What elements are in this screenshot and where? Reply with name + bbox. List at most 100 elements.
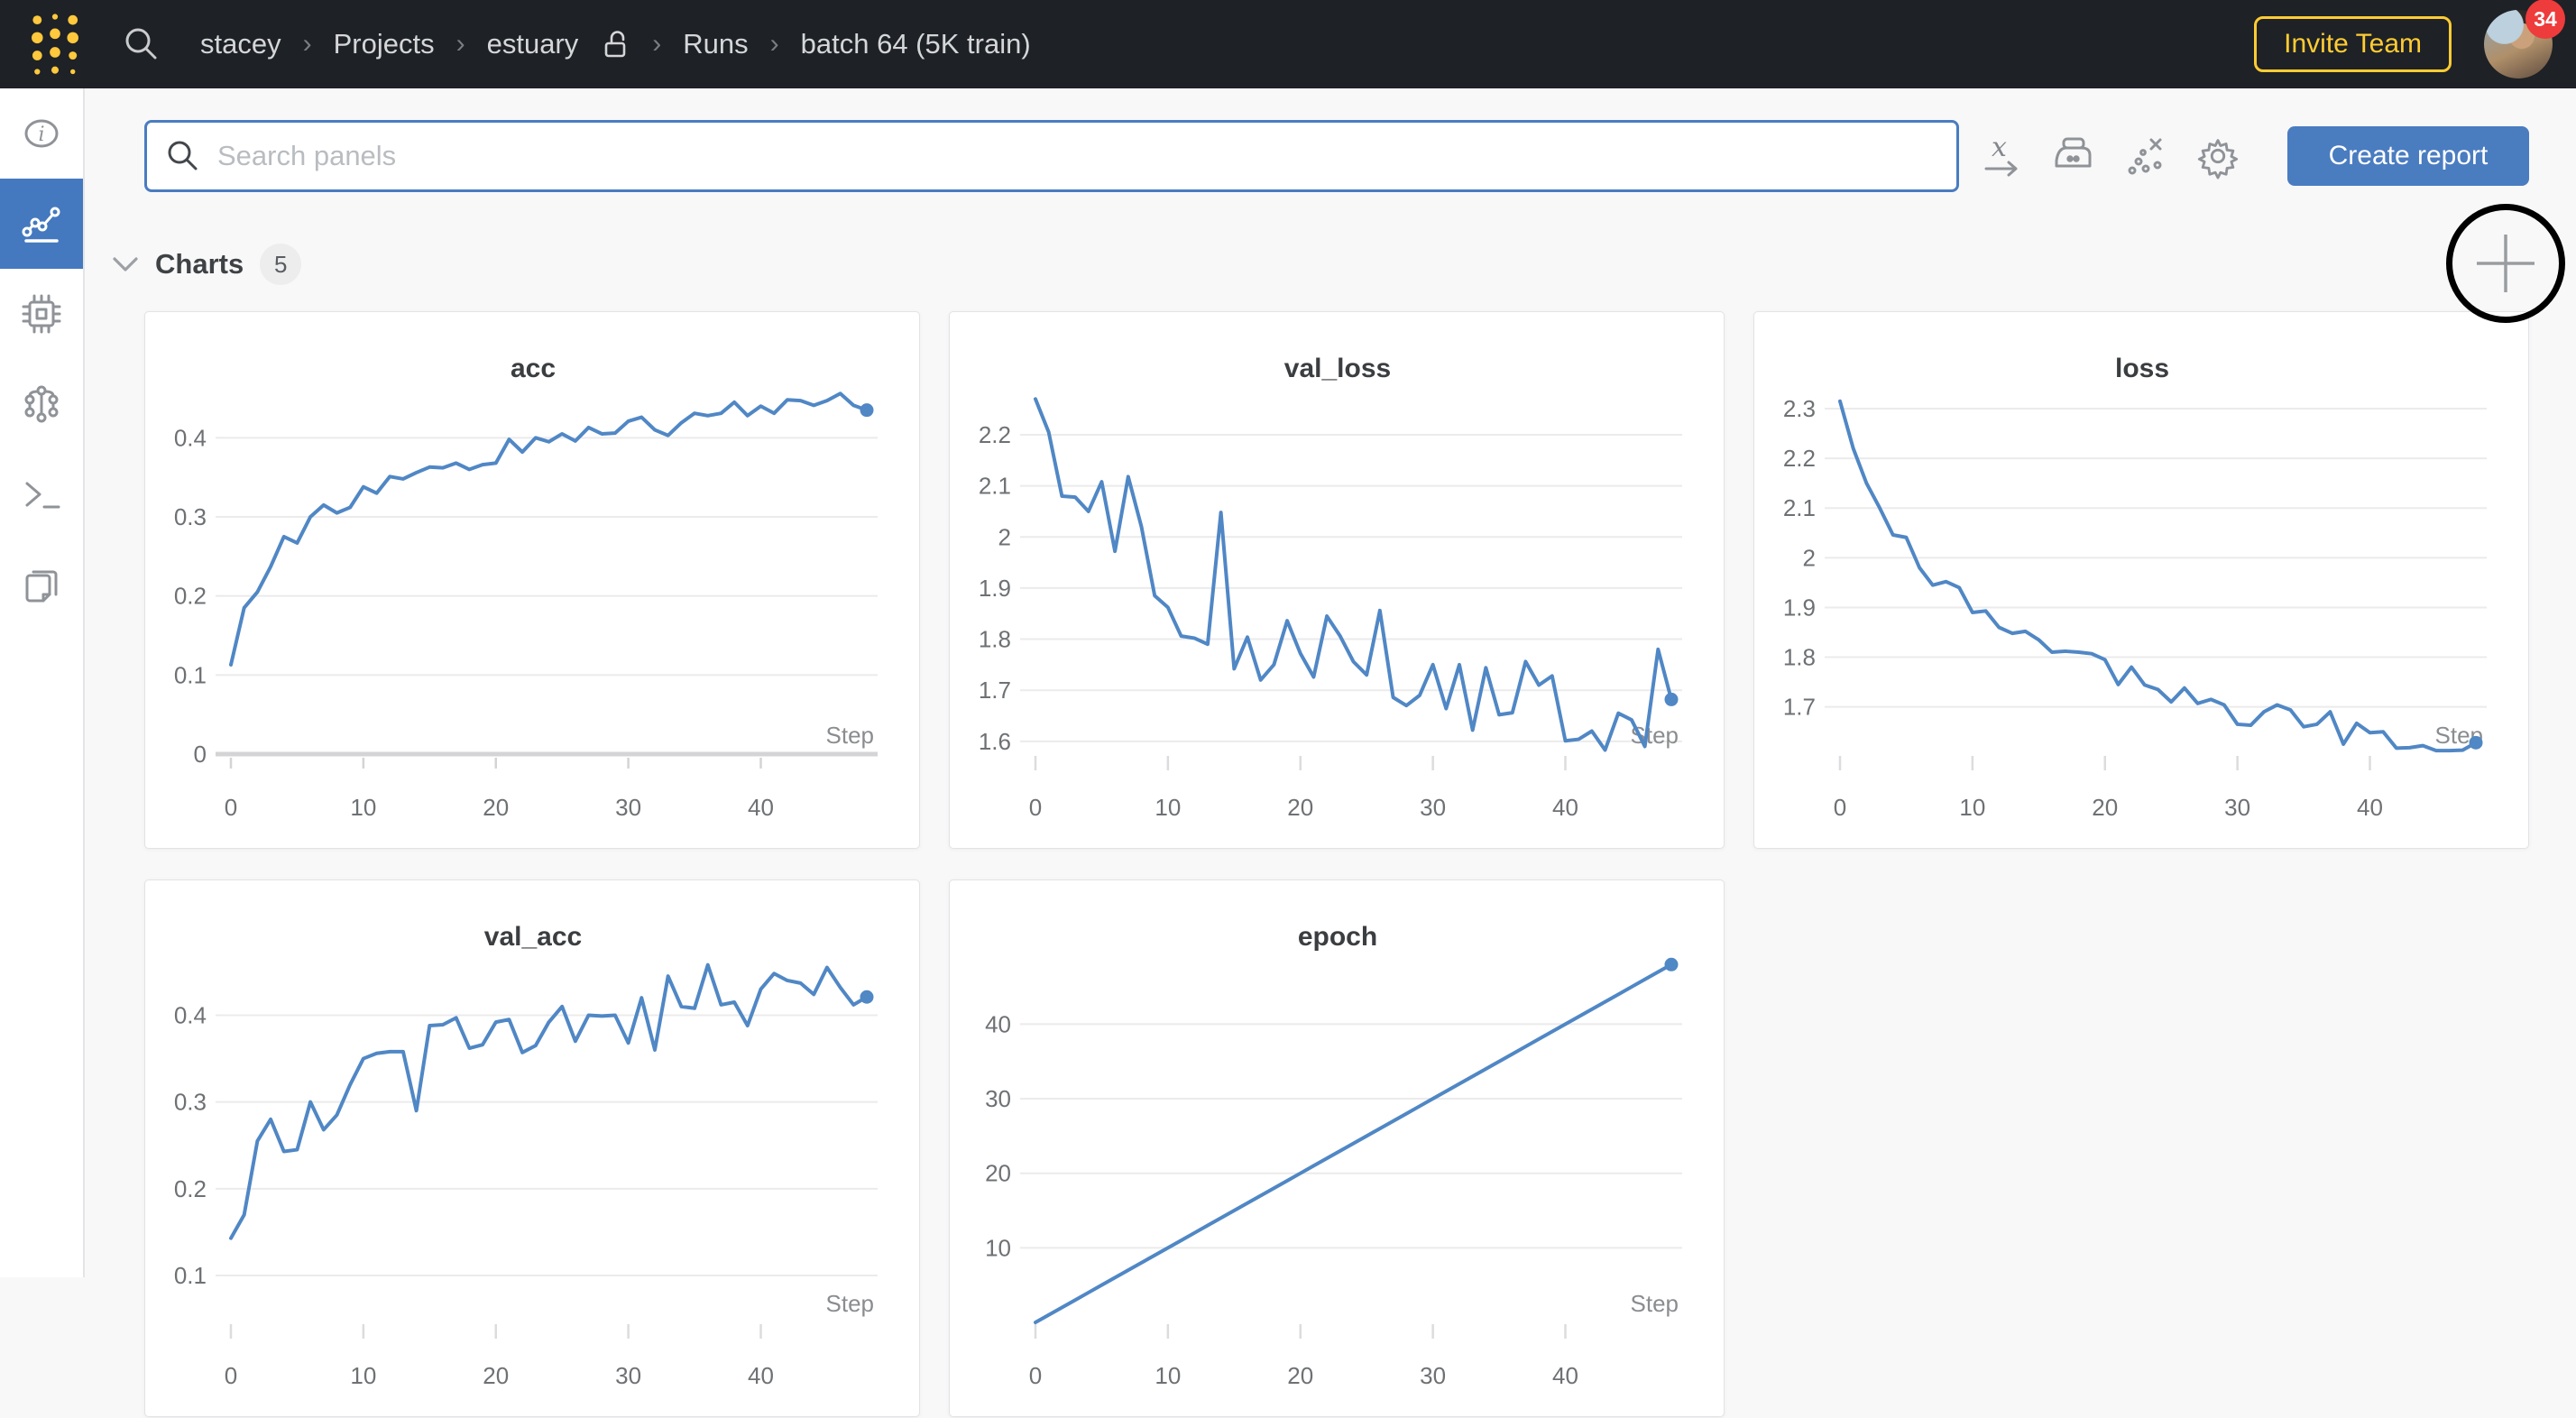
breadcrumb-separator: › <box>455 29 465 59</box>
global-search-icon[interactable] <box>121 23 162 65</box>
add-panel-button[interactable] <box>2471 229 2540 298</box>
svg-text:30: 30 <box>985 1085 1011 1112</box>
svg-text:20: 20 <box>483 794 509 821</box>
svg-text:1.9: 1.9 <box>1783 594 1816 621</box>
search-panels-input[interactable] <box>144 120 1959 192</box>
chart-title: val_acc <box>484 922 582 952</box>
x-axis-icon[interactable]: x <box>1979 131 2024 181</box>
breadcrumb-runs[interactable]: Runs <box>683 28 749 60</box>
sidebar-item-files[interactable] <box>0 539 83 630</box>
outliers-icon[interactable] <box>2123 131 2168 181</box>
svg-text:0: 0 <box>225 1362 237 1389</box>
settings-gear-icon[interactable] <box>2195 131 2240 181</box>
smoothing-icon[interactable] <box>2051 131 2096 181</box>
invite-team-button[interactable]: Invite Team <box>2254 16 2452 72</box>
svg-text:2.1: 2.1 <box>1783 494 1816 521</box>
breadcrumb-separator: › <box>652 29 662 59</box>
svg-text:0.2: 0.2 <box>174 583 207 610</box>
workspace-main: x <box>85 88 2576 1417</box>
last-point-dot <box>860 990 874 1004</box>
svg-text:10: 10 <box>985 1234 1011 1261</box>
sidebar-item-logs[interactable] <box>0 449 83 539</box>
svg-text:30: 30 <box>1420 794 1446 821</box>
svg-text:2.2: 2.2 <box>1783 445 1816 472</box>
last-point-dot <box>860 403 874 418</box>
sidebar-item-info[interactable]: i <box>0 88 83 179</box>
x-axis-label: Step <box>826 1290 875 1317</box>
svg-text:10: 10 <box>1155 794 1181 821</box>
chart-panel-loss[interactable]: loss 1.7 1.8 1.9 2 2.1 2.2 2.3 0 10 20 30 40 Step <box>1753 311 2529 849</box>
chart-title: loss <box>2115 354 2169 383</box>
svg-text:10: 10 <box>350 1362 376 1389</box>
section-title[interactable]: Charts <box>155 248 244 280</box>
user-menu[interactable]: 34 <box>2484 0 2565 78</box>
svg-text:10: 10 <box>1959 794 1985 821</box>
data-line <box>229 962 869 1240</box>
line-chart-icon <box>22 207 60 243</box>
sidebar-item-model[interactable] <box>0 359 83 449</box>
svg-text:0.3: 0.3 <box>174 1089 207 1116</box>
charts-section-header: Charts 5 <box>112 244 302 285</box>
svg-text:0: 0 <box>225 794 237 821</box>
svg-text:0.4: 0.4 <box>174 424 207 451</box>
svg-text:10: 10 <box>1155 1362 1181 1389</box>
svg-text:30: 30 <box>1420 1362 1446 1389</box>
svg-text:40: 40 <box>1552 1362 1578 1389</box>
charts-panel-grid: acc 0.1 0.2 0.3 0.4 0 0 10 20 30 40 Step val_loss 1.6… <box>144 311 2529 1417</box>
sidebar-item-charts[interactable] <box>0 179 83 269</box>
svg-text:i: i <box>38 124 44 146</box>
svg-text:20: 20 <box>1287 794 1313 821</box>
svg-text:0.4: 0.4 <box>174 1001 207 1028</box>
chart-panel-val_loss[interactable]: val_loss 1.6 1.7 1.8 1.9 2 2.1 2.2 0 10 20 30 40 Step <box>949 311 1725 849</box>
data-line <box>1034 397 1673 752</box>
svg-text:40: 40 <box>985 1010 1011 1037</box>
svg-text:30: 30 <box>615 794 641 821</box>
svg-text:40: 40 <box>748 1362 774 1389</box>
wandb-logo[interactable] <box>23 5 87 83</box>
breadcrumb-user[interactable]: stacey <box>200 28 281 60</box>
svg-text:1.9: 1.9 <box>979 575 1011 602</box>
sidebar-item-system[interactable] <box>0 269 83 359</box>
chart-acc: acc 0.1 0.2 0.3 0.4 00 10 20 30 40 Step <box>174 354 878 821</box>
svg-text:30: 30 <box>2224 794 2250 821</box>
svg-text:0.2: 0.2 <box>174 1175 207 1202</box>
breadcrumb-separator: › <box>769 29 779 59</box>
svg-text:0: 0 <box>1029 1362 1042 1389</box>
svg-text:1.7: 1.7 <box>979 677 1011 704</box>
svg-text:2.1: 2.1 <box>979 473 1011 500</box>
panel-toolbar: x <box>1979 120 2240 192</box>
chart-panel-epoch[interactable]: epoch 10 20 30 40 0 10 20 30 40 Step <box>949 879 1725 1417</box>
svg-text:40: 40 <box>2357 794 2383 821</box>
svg-text:2: 2 <box>998 523 1011 550</box>
svg-text:1.8: 1.8 <box>979 626 1011 653</box>
svg-text:30: 30 <box>615 1362 641 1389</box>
chart-val_acc: val_acc 0.1 0.2 0.3 0.4 0 10 20 30 40 Step <box>174 922 878 1389</box>
svg-text:0.1: 0.1 <box>174 1262 207 1289</box>
svg-text:0.1: 0.1 <box>174 661 207 688</box>
svg-text:2.3: 2.3 <box>1783 395 1816 422</box>
svg-text:x: x <box>1992 132 2007 163</box>
chart-panel-val_acc[interactable]: val_acc 0.1 0.2 0.3 0.4 0 10 20 30 40 Step <box>144 879 920 1417</box>
svg-text:2.2: 2.2 <box>979 421 1011 448</box>
breadcrumb-projects[interactable]: Projects <box>333 28 435 60</box>
create-report-button[interactable]: Create report <box>2287 126 2529 186</box>
svg-text:0.3: 0.3 <box>174 503 207 530</box>
breadcrumb-project[interactable]: estuary <box>486 28 579 60</box>
chevron-down-icon[interactable] <box>112 255 139 273</box>
svg-text:0: 0 <box>194 741 207 768</box>
chart-panel-acc[interactable]: acc 0.1 0.2 0.3 0.4 0 0 10 20 30 40 Step <box>144 311 920 849</box>
cpu-chip-icon <box>22 294 61 334</box>
data-line <box>229 391 869 667</box>
chart-title: acc <box>511 354 556 383</box>
notification-badge: 34 <box>2525 0 2565 39</box>
svg-text:20: 20 <box>1287 1362 1313 1389</box>
unlocked-icon <box>604 31 626 58</box>
last-point-dot <box>2469 735 2483 750</box>
svg-text:1.6: 1.6 <box>979 728 1011 755</box>
chart-epoch: epoch 10 20 30 40 0 10 20 30 40 Step <box>985 922 1682 1389</box>
breadcrumb-run[interactable]: batch 64 (5K train) <box>800 28 1031 60</box>
breadcrumb: stacey › Projects › estuary › Runs › bat… <box>200 28 1031 60</box>
svg-text:0: 0 <box>1834 794 1846 821</box>
svg-text:0: 0 <box>1029 794 1042 821</box>
